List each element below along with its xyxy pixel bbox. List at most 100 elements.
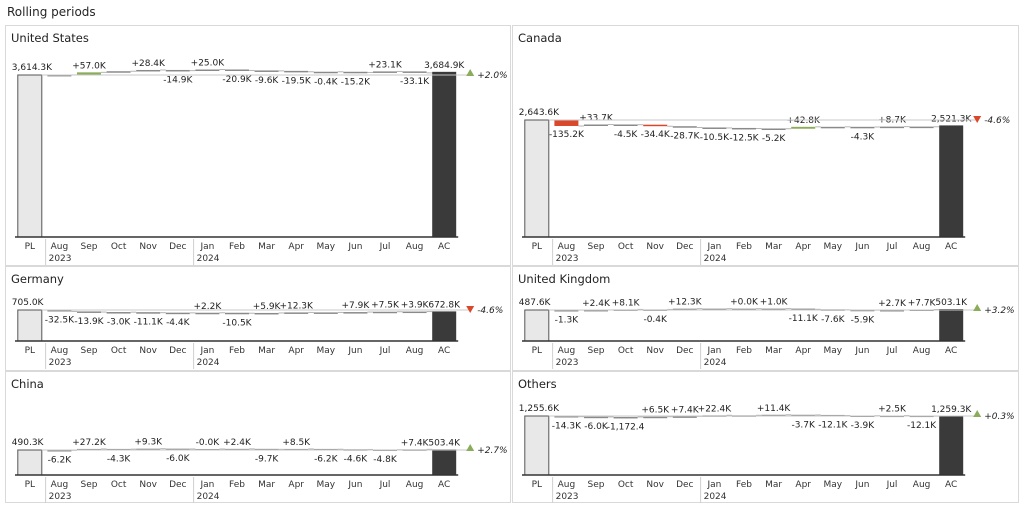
delta-value-label: +33.7K xyxy=(579,113,614,123)
delta-bar xyxy=(165,448,190,451)
x-tick-label: Apr xyxy=(795,242,811,252)
waterfall-chart: 2,643.6K-135.2K+33.7K-4.5K -34.4K -28.7K -1… xyxy=(519,108,1010,265)
delta-value-label: -15.2K xyxy=(341,77,371,87)
x-tick-label: Jul xyxy=(379,480,391,490)
delta-value-label: -4.3K xyxy=(851,132,876,142)
triangle-up-icon xyxy=(973,304,982,311)
x-tick-label: AC xyxy=(438,346,450,356)
panel-title: Germany xyxy=(11,272,64,286)
x-tick-label: Feb xyxy=(229,242,245,252)
delta-value-label: +8.5K xyxy=(282,438,311,448)
ac-value-label: 3,684.9K xyxy=(424,61,465,71)
delta-bar xyxy=(313,312,338,314)
delta-value-label: -3.7K xyxy=(791,420,816,430)
x-tick-label: Aug xyxy=(406,346,424,356)
x-tick-label: AC xyxy=(438,480,450,490)
year-label: 2023 xyxy=(49,358,72,368)
delta-bar xyxy=(195,312,220,315)
panel-united-states: United States 3,614.3K +57.0K +28.4K -14.9K… xyxy=(5,25,511,266)
year-label: 2024 xyxy=(704,358,727,368)
ac-bar xyxy=(432,71,457,237)
x-tick-label: Sep xyxy=(81,480,98,490)
year-label: 2023 xyxy=(556,492,579,502)
delta-value-label: +2.5K xyxy=(878,405,907,415)
delta-value-label: -3.0K xyxy=(107,318,132,328)
year-label: 2024 xyxy=(704,492,727,502)
x-tick-label: Jun xyxy=(854,480,869,490)
delta-bar xyxy=(254,70,279,72)
delta-value-label: -20.9K xyxy=(222,75,252,85)
delta-value-label: +42.8K xyxy=(786,116,821,126)
x-tick-label: Dec xyxy=(676,346,693,356)
x-tick-label: Jun xyxy=(347,242,362,252)
pl-value-label: 487.6K xyxy=(519,298,552,308)
delta-bar xyxy=(880,126,904,129)
waterfall-chart: 490.3K-6.2K+27.2K-4.3K+9.3K-6.0K-0.0K +2.… xyxy=(12,438,508,503)
x-tick-label: Dec xyxy=(676,480,693,490)
year-label: 2024 xyxy=(197,254,220,264)
x-tick-label: Nov xyxy=(646,242,664,252)
delta-value-label: -33.1K xyxy=(400,77,430,87)
delta-value-label: +7.9K xyxy=(342,301,371,311)
delta-bar xyxy=(672,416,697,418)
delta-bar xyxy=(791,126,816,129)
x-tick-label: Nov xyxy=(139,346,157,356)
x-tick-label: PL xyxy=(25,242,35,252)
delta-value-label: +2.2K xyxy=(194,302,223,312)
x-tick-label: Mar xyxy=(765,242,782,252)
delta-value-label: -9.6K xyxy=(255,76,280,86)
delta-bar xyxy=(77,311,101,313)
delta-value-label: +7.7K xyxy=(908,298,937,308)
x-tick-label: Apr xyxy=(288,480,304,490)
delta-bar xyxy=(554,416,579,418)
delta-bar xyxy=(850,126,875,129)
delta-bar xyxy=(584,309,608,312)
x-tick-label: May xyxy=(823,242,842,252)
x-tick-label: Apr xyxy=(795,346,811,356)
panel-title: United Kingdom xyxy=(518,272,611,286)
delta-value-label: -34.4K xyxy=(641,130,671,140)
delta-bar xyxy=(702,308,727,311)
x-tick-label: Oct xyxy=(618,346,634,356)
delta-value-label: +1.0K xyxy=(760,298,789,308)
delta-bar xyxy=(402,311,427,314)
x-tick-label: Aug xyxy=(51,242,69,252)
x-tick-label: Aug xyxy=(51,346,69,356)
year-label: 2023 xyxy=(49,492,72,502)
x-tick-label: May xyxy=(316,346,335,356)
x-tick-label: Oct xyxy=(618,242,634,252)
x-tick-label: Nov xyxy=(646,346,664,356)
variance-label: -4.6% xyxy=(984,116,1010,126)
x-tick-label: Dec xyxy=(169,346,186,356)
x-tick-label: Feb xyxy=(736,480,752,490)
x-tick-label: PL xyxy=(532,242,542,252)
delta-value-label: +7.5K xyxy=(371,301,400,311)
charts-grid: United States 3,614.3K +57.0K +28.4K -14.9K… xyxy=(5,25,1019,503)
delta-bar xyxy=(761,308,786,311)
x-tick-label: Jan xyxy=(706,242,721,252)
delta-bar xyxy=(880,309,904,312)
delta-value-label: -1.3K xyxy=(555,316,580,326)
x-tick-label: Sep xyxy=(81,242,98,252)
delta-value-label: +8.7K xyxy=(878,116,907,126)
triangle-down-icon xyxy=(466,306,475,313)
pl-bar xyxy=(17,309,43,342)
ac-value-label: 2,521.3K xyxy=(931,114,972,124)
delta-bar xyxy=(47,310,72,312)
delta-bar xyxy=(284,312,309,314)
delta-value-label: +28.4K xyxy=(131,59,166,69)
ac-bar xyxy=(939,125,964,237)
x-tick-label: PL xyxy=(25,480,35,490)
x-tick-label: Aug xyxy=(913,480,931,490)
delta-bar xyxy=(47,74,72,77)
x-tick-label: Aug xyxy=(406,480,424,490)
panel-germany: Germany 705.0K -32.5K -13.9K -3.0K -11.1K -4.… xyxy=(5,266,511,371)
pl-value-label: 1,255.6K xyxy=(519,404,560,414)
x-tick-label: Mar xyxy=(258,346,275,356)
x-tick-label: AC xyxy=(945,242,957,252)
delta-bar xyxy=(761,128,786,131)
delta-value-label: +57.0K xyxy=(72,61,107,71)
x-tick-label: Aug xyxy=(406,242,424,252)
variance-label: -4.6% xyxy=(477,306,503,316)
delta-bar xyxy=(672,308,697,311)
